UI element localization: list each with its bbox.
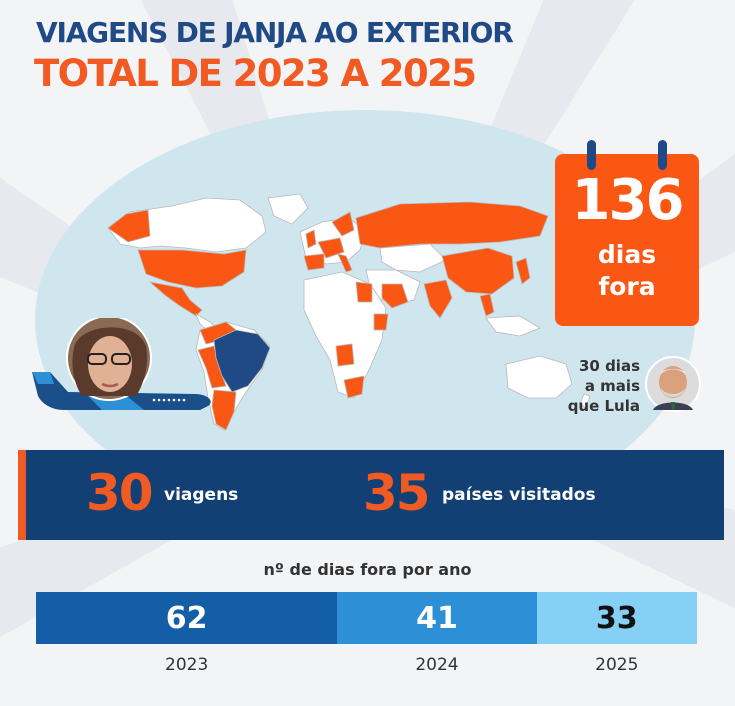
janja-portrait-plane (32, 318, 211, 410)
days-abroad-label-1: dias (597, 240, 657, 269)
bar-2025 (536, 592, 697, 644)
country-ethiopia (373, 313, 389, 331)
days-abroad-number: 136 (571, 168, 685, 233)
lula-comparison-line3: que Lula (567, 397, 640, 415)
country-usa (137, 249, 247, 289)
country-vietnam (479, 293, 495, 317)
country-uk (305, 229, 317, 249)
calendar-ring-right (658, 140, 667, 170)
country-egypt (355, 281, 373, 303)
bar-value-2023: 62 (165, 601, 208, 636)
days-abroad-label-2: fora (598, 272, 656, 301)
bar-value-2025: 33 (595, 601, 638, 636)
lula-photo (645, 356, 701, 412)
calendar-body (555, 154, 699, 326)
country-south-africa (343, 375, 365, 399)
janja-photo (66, 318, 152, 401)
country-peru-bolivia (197, 345, 227, 389)
country-russia (355, 201, 549, 249)
country-india (423, 279, 453, 319)
title-line1: VIAGENS DE JANJA AO EXTERIOR (36, 16, 514, 49)
region-southeast-asia (485, 315, 541, 337)
country-scandinavia (331, 211, 355, 237)
country-mexico (148, 281, 203, 317)
country-japan-korea (515, 257, 531, 285)
country-saudi-arabia (381, 283, 409, 309)
country-angola (335, 343, 355, 367)
country-portugal-spain (303, 253, 325, 271)
lula-comparison-line1: 30 dias (578, 357, 640, 375)
lula-comparison-text: 30 dias a mais que Lula (568, 356, 640, 416)
country-italy (337, 253, 353, 273)
country-brazil (213, 329, 271, 393)
bar-year-2023: 2023 (165, 655, 209, 675)
chart-title: nº de dias fora por ano (263, 560, 472, 579)
bar-2024 (337, 592, 537, 644)
country-australia (505, 355, 573, 399)
bar-value-2024: 41 (416, 601, 458, 636)
country-argentina-chile (211, 389, 237, 431)
trips-label: viagens (164, 485, 239, 505)
days-per-year-bar (36, 592, 697, 644)
calendar-ring-left (587, 140, 596, 170)
bar-year-2024: 2024 (415, 655, 459, 675)
country-alaska (107, 209, 151, 243)
countries-count: 35 (363, 464, 431, 522)
region-central-asia (379, 243, 447, 273)
country-france-germany (317, 237, 345, 259)
bar-year-2025: 2025 (595, 655, 639, 675)
banner-accent (18, 450, 26, 540)
country-new-zealand (579, 393, 591, 409)
country-china (441, 247, 515, 295)
stats-banner: 30 viagens 35 países visitados (18, 450, 724, 540)
title-line2: TOTAL DE 2023 A 2025 (34, 52, 477, 95)
lula-comparison-line2: a mais (584, 377, 640, 395)
country-greenland (267, 193, 309, 225)
countries-label: países visitados (442, 485, 596, 505)
days-abroad-calendar: 136 dias fora (555, 140, 699, 326)
trips-count: 30 (86, 464, 154, 522)
bar-2023 (36, 592, 338, 644)
